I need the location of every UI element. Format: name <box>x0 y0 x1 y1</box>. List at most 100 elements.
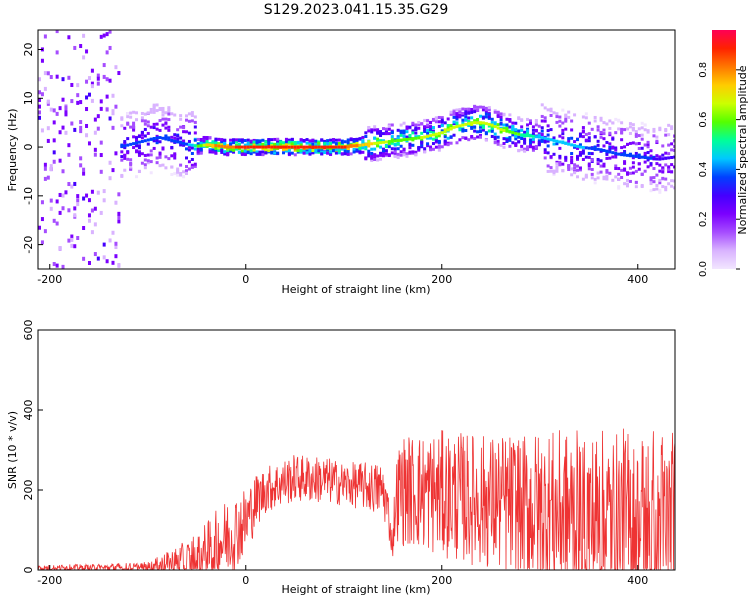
heatmap-cell <box>49 167 53 172</box>
heatmap-ridge-cell <box>526 134 530 138</box>
spectrogram-frame <box>37 29 676 270</box>
heatmap-cell <box>267 142 271 146</box>
colorbar-ticks: 0.00.20.40.60.8 <box>698 62 740 277</box>
heatmap-cell <box>470 116 474 120</box>
heatmap-ridge-cell <box>611 151 615 155</box>
heatmap-cell <box>349 152 353 156</box>
heatmap-cell <box>396 147 400 151</box>
heatmap-cell <box>552 111 556 115</box>
heatmap-cell <box>640 133 644 137</box>
heatmap-cell <box>126 137 130 141</box>
heatmap-cell <box>373 125 377 129</box>
heatmap-cell <box>623 128 627 132</box>
spectrogram-x-tick-label: 0 <box>242 273 249 286</box>
heatmap-cell <box>596 139 600 143</box>
heatmap-cell <box>46 71 50 76</box>
heatmap-cell <box>346 138 350 142</box>
heatmap-cell <box>237 150 241 154</box>
heatmap-cell <box>505 127 509 131</box>
heatmap-cell <box>99 34 103 39</box>
heatmap-cell <box>367 140 371 144</box>
heatmap-cell <box>337 151 341 155</box>
heatmap-ridge-cell <box>143 139 147 143</box>
heatmap-cell <box>658 178 662 182</box>
heatmap-ridge-cell <box>426 134 430 138</box>
heatmap-cell <box>70 184 74 189</box>
heatmap-cell <box>393 152 397 156</box>
heatmap-cell <box>129 165 133 169</box>
heatmap-cell <box>326 142 330 146</box>
heatmap-ridge-cell <box>443 129 447 133</box>
heatmap-cell <box>167 128 171 132</box>
heatmap-cell <box>196 147 200 151</box>
heatmap-cell <box>614 164 618 168</box>
heatmap-cell <box>558 156 562 160</box>
heatmap-cell <box>640 172 644 176</box>
heatmap-ridge-cell <box>170 138 174 142</box>
heatmap-cell <box>649 179 653 183</box>
heatmap-cell <box>414 135 418 139</box>
heatmap-cell <box>523 149 527 153</box>
heatmap-cell <box>558 160 562 164</box>
heatmap-cell <box>481 116 485 120</box>
heatmap-cell <box>626 142 629 146</box>
heatmap-ridge-cell <box>476 121 480 125</box>
heatmap-cell <box>96 114 100 119</box>
heatmap-cell <box>602 175 606 179</box>
heatmap-cell <box>311 149 315 153</box>
heatmap-cell <box>155 138 159 142</box>
heatmap-cell <box>270 148 274 152</box>
heatmap-cell <box>537 124 541 128</box>
heatmap-cell <box>334 147 338 151</box>
heatmap-cell <box>578 134 582 138</box>
heatmap-cell <box>96 76 100 81</box>
heatmap-cell <box>617 172 621 176</box>
heatmap-cell <box>55 50 59 55</box>
heatmap-cell <box>226 152 230 156</box>
heatmap-cell <box>590 176 594 180</box>
heatmap-cell <box>370 128 374 132</box>
heatmap-cell <box>293 153 297 157</box>
colorbar-tick-label: 0.2 <box>698 211 709 227</box>
heatmap-ridge-cell <box>437 131 441 135</box>
heatmap-cell <box>623 150 627 154</box>
heatmap-cell <box>578 132 582 136</box>
heatmap-cell <box>537 133 541 137</box>
heatmap-cell <box>158 151 162 155</box>
heatmap-cell <box>73 206 77 211</box>
heatmap-cell <box>449 110 453 114</box>
heatmap-cell <box>143 134 147 138</box>
heatmap-cell <box>458 115 462 119</box>
heatmap-cell <box>296 149 300 153</box>
heatmap-cell <box>214 137 218 141</box>
heatmap-cell <box>240 152 244 156</box>
heatmap-ridge-cell <box>652 157 656 161</box>
heatmap-cell <box>420 145 424 149</box>
heatmap-cell <box>199 137 203 141</box>
heatmap-cell <box>67 182 71 187</box>
heatmap-cell <box>85 193 89 198</box>
heatmap-cell <box>429 120 433 124</box>
heatmap-cell <box>576 138 580 142</box>
heatmap-ridge-cell <box>655 157 659 161</box>
heatmap-cell <box>487 106 491 110</box>
heatmap-cell <box>249 143 253 147</box>
heatmap-cell <box>546 151 550 155</box>
heatmap-cell <box>161 110 165 114</box>
heatmap-cell <box>420 137 424 141</box>
heatmap-cell <box>208 136 212 140</box>
heatmap-cell <box>461 121 465 125</box>
heatmap-ridge-cell <box>543 136 547 140</box>
heatmap-cell <box>446 124 450 128</box>
heatmap-ridge-cell <box>149 137 153 141</box>
spectrogram-x-axis-label: Height of straight line (km) <box>281 283 430 296</box>
heatmap-cell <box>408 125 412 129</box>
heatmap-ridge-cell <box>146 138 150 142</box>
snr-y-tick-label: 0 <box>22 567 35 574</box>
heatmap-cell <box>440 124 444 128</box>
heatmap-cell <box>664 177 668 181</box>
heatmap-cell <box>334 151 338 155</box>
heatmap-cell <box>108 238 112 243</box>
heatmap-cell <box>470 110 474 114</box>
heatmap-cell <box>461 107 465 111</box>
